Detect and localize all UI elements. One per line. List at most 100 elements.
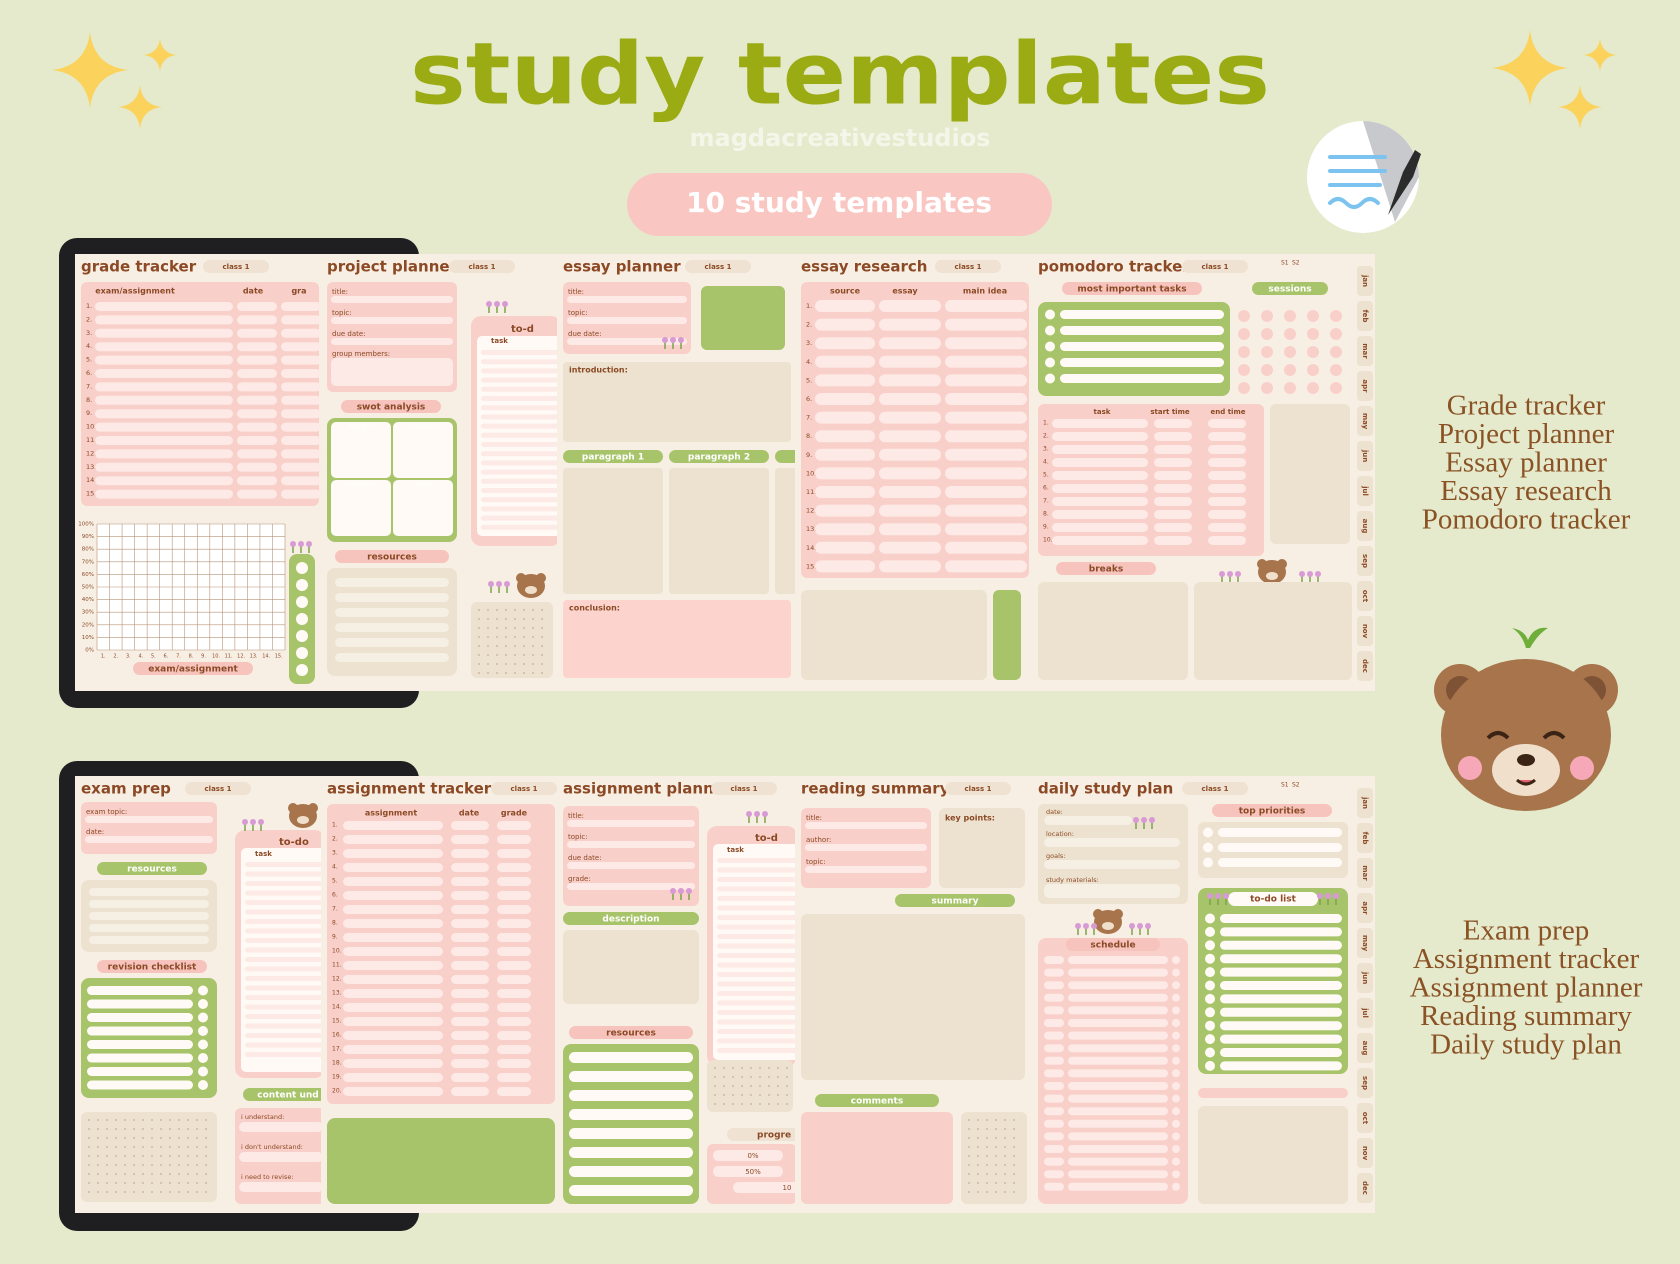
- dot: [133, 1182, 135, 1184]
- line-row: [815, 523, 875, 536]
- line-row: [237, 489, 277, 499]
- row-number: 1.: [1043, 420, 1049, 427]
- class-label: class 1: [469, 263, 496, 271]
- checkbox: [198, 1066, 208, 1077]
- line-row: [87, 1013, 193, 1022]
- dot: [786, 1067, 788, 1069]
- section-label: breaks: [1089, 565, 1123, 575]
- row-number: 11.: [806, 488, 816, 496]
- dot: [151, 1146, 153, 1148]
- swot-box: [393, 480, 453, 536]
- dot: [541, 627, 543, 629]
- line-row: [945, 411, 1027, 424]
- dot: [88, 1182, 90, 1184]
- line-row: [945, 318, 1027, 331]
- dot: [142, 1164, 144, 1166]
- dot: [541, 663, 543, 665]
- dot: [1004, 1155, 1006, 1157]
- line-row: [1208, 536, 1246, 545]
- month-label: dec: [1361, 659, 1369, 673]
- dot: [532, 654, 534, 656]
- row-number: 14.: [332, 1004, 342, 1011]
- dot: [196, 1173, 198, 1175]
- dot: [532, 618, 534, 620]
- row-number: 6.: [806, 395, 812, 403]
- section-label: content und: [257, 1091, 318, 1101]
- line-row: [945, 337, 1027, 350]
- dot: [169, 1128, 171, 1130]
- dot: [741, 1094, 743, 1096]
- line-row: [945, 300, 1027, 312]
- dot: [496, 618, 498, 620]
- session-dot: [1307, 328, 1319, 340]
- row-number: 12.: [86, 449, 96, 457]
- row-number: 2.: [332, 836, 338, 843]
- block: [801, 590, 987, 680]
- line-row: [569, 1109, 693, 1120]
- dot: [986, 1119, 988, 1121]
- field-label: date:: [86, 828, 104, 836]
- line-row: [497, 919, 531, 928]
- checkbox: [1172, 1170, 1180, 1179]
- month-label: mar: [1361, 865, 1369, 881]
- dot: [714, 1094, 716, 1096]
- line-row: [879, 430, 941, 443]
- dot: [187, 1146, 189, 1148]
- row-number: 19.: [332, 1074, 342, 1081]
- line-row: [1208, 497, 1246, 506]
- month-tab: [1357, 928, 1373, 958]
- dot: [541, 654, 543, 656]
- section-pill: [1252, 282, 1328, 295]
- quadrant-label: strenghts: [348, 424, 374, 430]
- line-row: [1068, 993, 1168, 1002]
- line-row: [343, 835, 443, 844]
- dot-box: [961, 1112, 1027, 1204]
- line-row: [945, 430, 1027, 443]
- dot: [532, 663, 534, 665]
- flower: [1215, 893, 1221, 899]
- dot: [986, 1182, 988, 1184]
- line-row: [343, 961, 443, 970]
- dot: [1013, 1128, 1015, 1130]
- row-number: 9.: [86, 409, 92, 417]
- line-row: [245, 1004, 321, 1010]
- line-row: [89, 912, 209, 920]
- dot: [995, 1173, 997, 1175]
- dot: [205, 1191, 207, 1193]
- dot: [178, 1137, 180, 1139]
- row-number: 3.: [332, 850, 338, 857]
- dot: [187, 1182, 189, 1184]
- column-header: gra: [291, 287, 306, 296]
- session-dot: [1284, 382, 1296, 394]
- dot: [505, 618, 507, 620]
- dot: [205, 1128, 207, 1130]
- dot: [986, 1146, 988, 1148]
- column-header: task: [1094, 408, 1111, 416]
- checkbox: [1205, 953, 1215, 964]
- checkbox: [198, 1080, 208, 1090]
- field-line: [567, 317, 687, 324]
- dot: [768, 1103, 770, 1105]
- dot: [714, 1076, 716, 1078]
- row-number: 5.: [806, 376, 812, 384]
- line-row: [237, 462, 277, 472]
- row-number: 8.: [332, 920, 338, 927]
- dot: [741, 1076, 743, 1078]
- time-slot: [1044, 1069, 1064, 1078]
- line-row: [481, 350, 557, 355]
- month-tab: [1357, 1173, 1373, 1203]
- dot: [160, 1146, 162, 1148]
- line-row: [497, 1059, 531, 1068]
- dot: [124, 1137, 126, 1139]
- dot: [478, 609, 480, 611]
- line-row: [95, 328, 233, 338]
- line-row: [569, 1052, 693, 1063]
- session-dot: [1261, 328, 1273, 340]
- line-row: [879, 374, 941, 387]
- line-row: [95, 449, 233, 459]
- flower: [1325, 893, 1331, 899]
- dot: [505, 627, 507, 629]
- line-row: [1220, 994, 1342, 1004]
- row-number: 11.: [332, 962, 342, 969]
